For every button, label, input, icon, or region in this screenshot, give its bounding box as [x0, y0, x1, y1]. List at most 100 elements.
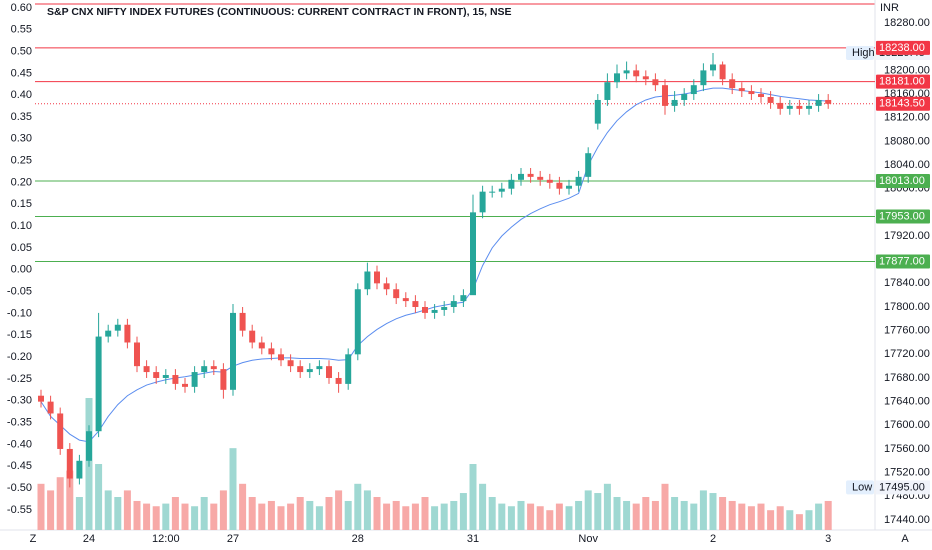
candle-body: [249, 330, 256, 343]
y2-tick-label: 0.05: [11, 242, 32, 254]
y-tick-label: 17920.00: [884, 230, 930, 242]
volume-bar: [824, 500, 832, 530]
volume-bar: [786, 510, 794, 530]
volume-bar: [287, 503, 295, 530]
volume-bar: [488, 497, 496, 530]
candle-body: [38, 395, 44, 402]
volume-bar: [680, 500, 688, 530]
candle-body: [556, 182, 563, 189]
candle-body: [518, 173, 524, 180]
candle-body: [662, 85, 668, 106]
volume-bar: [219, 490, 227, 530]
volume-bar: [210, 503, 218, 530]
y2-tick-label: -0.20: [7, 351, 32, 363]
candle-body: [479, 191, 486, 213]
volume-bar: [469, 464, 477, 530]
volume-bar: [594, 493, 602, 530]
volume-bar: [354, 483, 362, 530]
volume-bar: [651, 500, 659, 530]
candle-body: [258, 342, 265, 349]
volume-bar: [671, 497, 679, 530]
y2-tick-label: -0.10: [7, 307, 32, 319]
level-label: 18143.50: [879, 98, 925, 110]
candle-body: [393, 289, 400, 299]
candle-body: [326, 366, 332, 378]
y2-tick-label: -0.55: [7, 504, 32, 516]
marker-name: Low: [852, 481, 872, 493]
y-tick-label: 18080.00: [884, 135, 930, 147]
y2-tick-label: -0.40: [7, 438, 32, 450]
volume-bar: [325, 497, 333, 530]
volume-bar: [555, 503, 563, 530]
candle-body: [546, 179, 553, 183]
y2-tick-label: 0.55: [11, 24, 32, 36]
y-tick-label: 17720.00: [884, 348, 930, 360]
candle-body: [412, 301, 419, 307]
candle-body: [422, 306, 428, 313]
volume-bar: [373, 497, 381, 530]
candle-body: [614, 73, 620, 83]
button[interactable]: Z: [30, 533, 37, 545]
y-tick-label: 17760.00: [884, 325, 930, 337]
candle-body: [767, 97, 774, 103]
candle-body: [114, 324, 121, 331]
y-tick-label: 18280.00: [884, 17, 930, 29]
marker-box: [876, 480, 930, 495]
candle-body: [86, 431, 92, 461]
volume-bar: [181, 503, 189, 530]
candle-body: [806, 105, 812, 109]
volume-bar: [738, 503, 746, 530]
volume-bar: [498, 503, 506, 530]
candle-body: [134, 342, 140, 367]
button[interactable]: A: [901, 533, 909, 545]
y2-tick-label: 0.50: [11, 45, 32, 57]
volume-bar: [47, 490, 55, 530]
volume-bar: [363, 490, 371, 530]
volume-bar: [613, 497, 621, 530]
volume-bar: [306, 500, 314, 530]
volume-bar: [335, 490, 343, 530]
candle-body: [153, 372, 160, 378]
candle-body: [585, 153, 592, 177]
y2-tick-label: -0.05: [7, 286, 32, 298]
volume-bar: [431, 506, 439, 530]
volume-bar: [709, 493, 717, 530]
moving-average: [40, 87, 829, 443]
level-box: [876, 40, 930, 55]
volume-bar: [191, 506, 199, 530]
candle-body: [364, 271, 371, 290]
level-box: [876, 254, 930, 269]
volume-bar: [267, 500, 275, 530]
candle-body: [489, 191, 496, 193]
volume-bar: [603, 483, 611, 530]
candle-body: [450, 301, 457, 307]
y-tick-label: 17440.00: [884, 514, 930, 526]
level-label: 18013.00: [879, 175, 925, 187]
y2-tick-label: -0.30: [7, 395, 32, 407]
volume-bar: [239, 483, 247, 530]
volume-bar: [344, 500, 352, 530]
level-label: 17877.00: [879, 255, 925, 267]
candle-body: [66, 448, 73, 479]
candle-body: [374, 271, 380, 284]
candle-body: [239, 312, 246, 331]
volume-bar: [315, 506, 323, 530]
candle-body: [566, 185, 572, 189]
candle-body: [508, 179, 515, 189]
volume-bar: [95, 464, 103, 530]
volume-bar: [171, 497, 179, 530]
y2-tick-label: 0.45: [11, 67, 32, 79]
volume-bar: [75, 497, 83, 530]
volume-bar: [459, 493, 467, 530]
candle-body: [431, 309, 438, 313]
volume-bar: [507, 506, 515, 530]
volume-bar: [258, 503, 266, 530]
volume-bar: [527, 503, 535, 530]
y-tick-label: 18120.00: [884, 112, 930, 124]
y-tick-label: 17560.00: [884, 443, 930, 455]
candle-body: [182, 383, 188, 387]
volume-bar: [383, 503, 391, 530]
volume-bar: [296, 497, 304, 530]
x-tick-label: 31: [467, 533, 479, 545]
